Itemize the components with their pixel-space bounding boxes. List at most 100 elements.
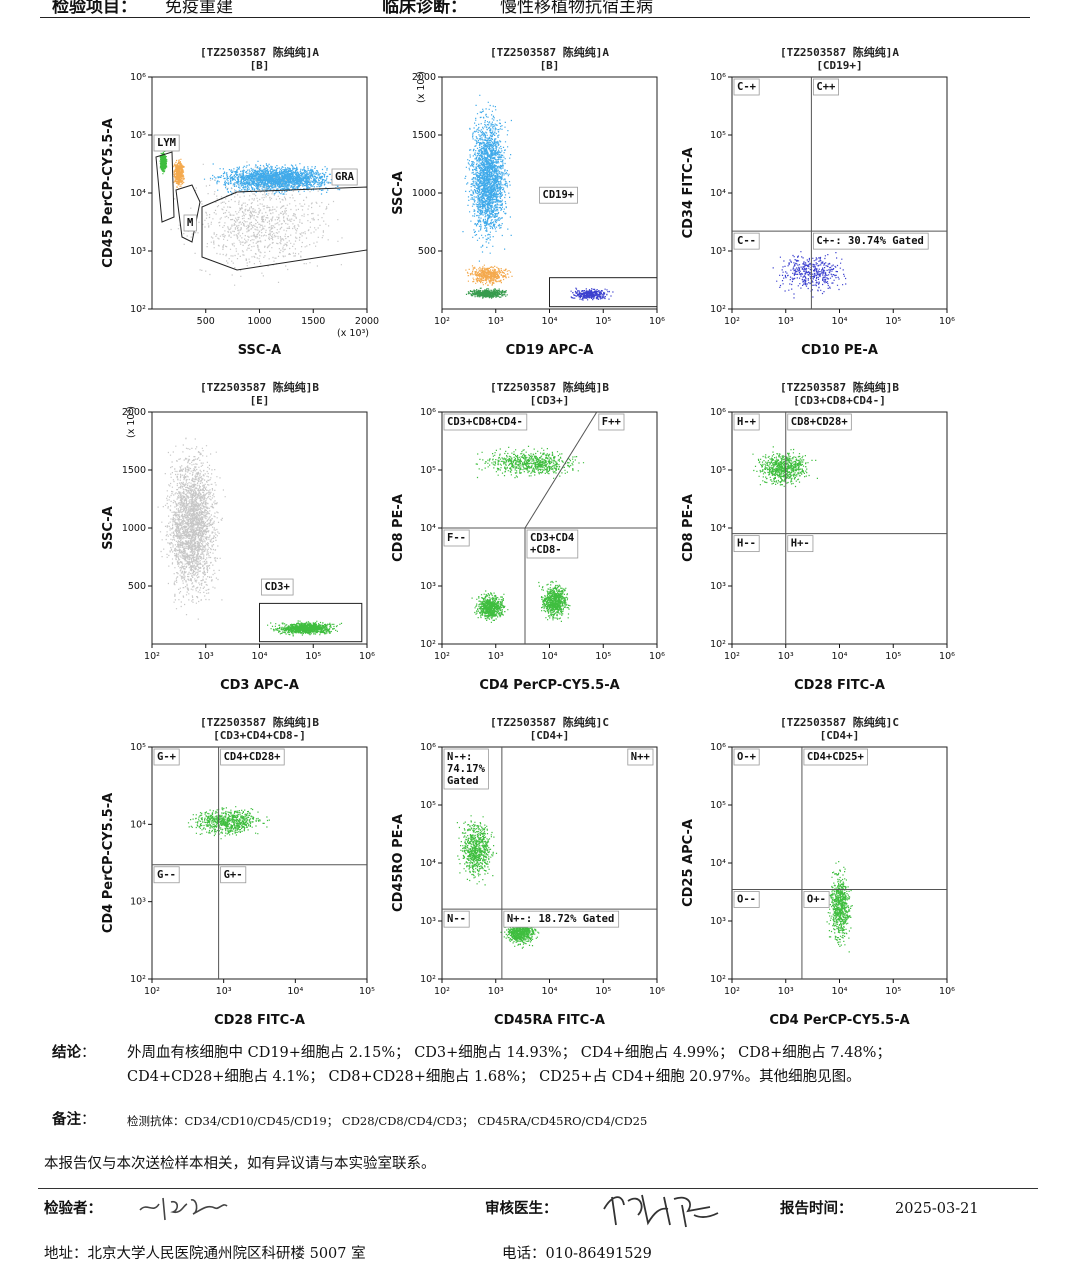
quadrant-label-ur-box: [627, 748, 654, 766]
axis-ticks: 10² 10³ 10⁴ 10⁵ 10⁶ 10² 10³ 10⁴ 10⁵ 10⁶: [420, 742, 665, 997]
quadrant-label-ll-box: [733, 232, 760, 250]
y-tick-label: 10³: [420, 916, 436, 927]
conclusion-label: 结论：: [52, 1045, 96, 1061]
plot-frame: [731, 746, 948, 980]
quadrant-gates: N-+:74.17%Gated N++ N-- N+-: 18.72% Gated: [442, 747, 657, 979]
scatter-plot-cd4-cd28: [TZ2503587 陈纯纯]B [CD3+CD4+CD8-] G-+ CD4+CD2…: [100, 710, 400, 1035]
quadrant-label-lr: C+-: 30.74% Gated: [816, 235, 923, 247]
data-points: [159, 150, 343, 286]
axis-ticks: 500 1000 1500 2000 10² 10³ 10⁴ 10⁵ 10⁶ (x 10³): [130, 72, 379, 339]
y-tick-label: 10²: [130, 304, 146, 315]
y-tick-label: 10⁶: [130, 72, 146, 83]
y-tick-label: 10²: [420, 974, 436, 985]
y-axis-label: CD45RO PE-A: [391, 814, 406, 912]
conclusion-line-2: CD4+CD28+细胞占 4.1%； CD8+CD28+细胞占 1.68%； C…: [127, 1069, 861, 1085]
y-tick-label: 10⁴: [420, 523, 436, 534]
scatter-plot-cd8-cd4: [TZ2503587 陈纯纯]B [CD3+] CD3+CD8+CD4- F++ F--…: [390, 375, 690, 700]
population-cd8-: [475, 445, 585, 479]
chart-subtitle: [B]: [540, 59, 560, 72]
quadrant-label-ll: H--: [737, 538, 756, 550]
quadrant-label-lr-box: [503, 910, 620, 928]
data-points: [456, 815, 540, 949]
reviewer-signature: [603, 1194, 719, 1228]
axis-ticks: 10² 10³ 10⁴ 10⁵ 10⁶ 10² 10³ 10⁴ 10⁵ 10⁶: [420, 407, 665, 662]
chart-svg: [TZ2503587 陈纯纯]C[CD4+] O-+ CD4+CD25+ O-- O+-…: [681, 715, 955, 1028]
quadrant-diagonal: [524, 411, 598, 529]
quadrant-label-ul-box: [153, 748, 180, 766]
population-memory: [456, 815, 498, 886]
scatter-plot-cd34-cd10: [TZ2503587 陈纯纯]A [CD19+] C-+ C++ C-- C+-: 30.…: [680, 40, 980, 365]
quadrant-label-ur-box: [220, 748, 285, 766]
y-tick-label: 10²: [420, 639, 436, 650]
time-value: 2025-03-21: [895, 1201, 979, 1217]
quadrant-label-ul-box: [733, 748, 760, 766]
y-tick-label: 10⁶: [420, 742, 436, 753]
axis-ticks: 10² 10³ 10⁴ 10⁵ 10⁶ 500 1000 1500 2000(x 10³): [122, 406, 375, 662]
x-tick-label: 10⁶: [649, 316, 665, 327]
y-tick-label: 10⁵: [710, 465, 726, 476]
quadrant-gates: CD3+CD8+CD4- F++ F-- CD3+CD4+CD8-: [442, 411, 657, 644]
quadrant-label-ll-box: [733, 535, 760, 553]
x-tick-label: 10³: [198, 651, 214, 662]
y-axis-label: CD4 PerCP-CY5.5-A: [101, 793, 116, 933]
y-tick-label: 2000: [412, 72, 436, 83]
x-axis-label: CD28 FITC-A: [214, 1013, 305, 1028]
x-tick-label: 10⁵: [595, 651, 611, 662]
y-tick-label: 1000: [122, 523, 146, 534]
x-tick-label: 10⁵: [595, 316, 611, 327]
quadrant-label-ul: 74.17%: [447, 763, 486, 775]
y-axis-label: SSC-A: [101, 506, 116, 549]
item-label: 检验项目：: [52, 0, 137, 17]
quadrant-label-ur: N++: [631, 751, 650, 763]
x-axis-label: CD45RA FITC-A: [494, 1013, 605, 1028]
data-points: [772, 251, 847, 299]
conclusion-line-1: 外周血有核细胞中 CD19+细胞占 2.15%； CD3+细胞占 14.93%；…: [127, 1045, 891, 1061]
y-tick-label: 10⁴: [420, 858, 436, 869]
x-axis-label: CD3 APC-A: [220, 678, 299, 693]
y-tick-label: 1500: [412, 130, 436, 141]
quadrant-label-lr-box: [812, 232, 929, 250]
data-points: [157, 437, 343, 637]
y-tick-label: 10⁵: [710, 800, 726, 811]
note-label: 备注：: [52, 1112, 96, 1128]
reviewer-label: 审核医生：: [485, 1201, 558, 1217]
population-cd4-: [187, 806, 270, 840]
y-tick-label: 10⁴: [130, 819, 146, 830]
chart-svg: [TZ2503587 陈纯纯]A[B] LYM M GRA 500 1000 1500 200…: [101, 45, 379, 358]
population-monocytes: [173, 158, 185, 190]
quadrant-gates: H-+ CD8+CD28+ H-- H+-: [732, 412, 947, 644]
scatter-plot-cd8-cd28: [TZ2503587 陈纯纯]B [CD3+CD8+CD4-] H-+ CD8+CD2…: [680, 375, 980, 700]
gate-lym: [155, 151, 175, 223]
quadrant-label-lr: G+-: [224, 869, 243, 881]
gate-label-cd3: CD3+: [265, 581, 290, 593]
y-unit-label: (x 10³): [126, 406, 137, 438]
axis-ticks: 10² 10³ 10⁴ 10⁵ 10⁶ 10² 10³ 10⁴ 10⁵ 10⁶: [710, 72, 955, 327]
x-tick-label: 10³: [778, 651, 794, 662]
quadrant-label-ll: F--: [447, 532, 466, 544]
y-tick-label: 10⁵: [130, 130, 146, 141]
y-tick-label: 10⁶: [420, 407, 436, 418]
quadrant-label-lr-box: [787, 535, 814, 553]
x-tick-label: 10⁶: [649, 986, 665, 997]
y-tick-label: 1500: [122, 465, 146, 476]
x-tick-label: 10⁴: [252, 651, 268, 662]
chart-svg: [TZ2503587 陈纯纯]A[CD19+] C-+ C++ C-- C+-: 30.…: [681, 45, 955, 358]
gates: CD3+: [259, 578, 363, 643]
chart-svg: [TZ2503587 陈纯纯]B[CD3+CD8+CD4-] H-+ CD8+CD2…: [681, 380, 955, 693]
x-tick-label: 10²: [144, 651, 160, 662]
quadrant-label-ul-box: [733, 78, 760, 96]
population-cd8-: [752, 446, 818, 488]
quadrant-label-lr: N+-: 18.72% Gated: [507, 913, 614, 925]
y-axis-label: CD45 PerCP-CY5.5-A: [101, 118, 116, 267]
plot-frame: [731, 411, 948, 645]
quadrant-label-ul: G-+: [157, 751, 176, 763]
tester-signature: [139, 1197, 228, 1221]
chart-title: [TZ2503587 陈纯纯]B: [200, 715, 319, 729]
x-tick-label: 10³: [488, 316, 504, 327]
y-tick-label: 10⁶: [710, 742, 726, 753]
y-tick-label: 1000: [412, 188, 436, 199]
x-tick-label: 10⁵: [885, 316, 901, 327]
plot-frame: [151, 76, 368, 310]
gate-label-m: M: [187, 217, 193, 229]
data-points: [752, 446, 818, 488]
